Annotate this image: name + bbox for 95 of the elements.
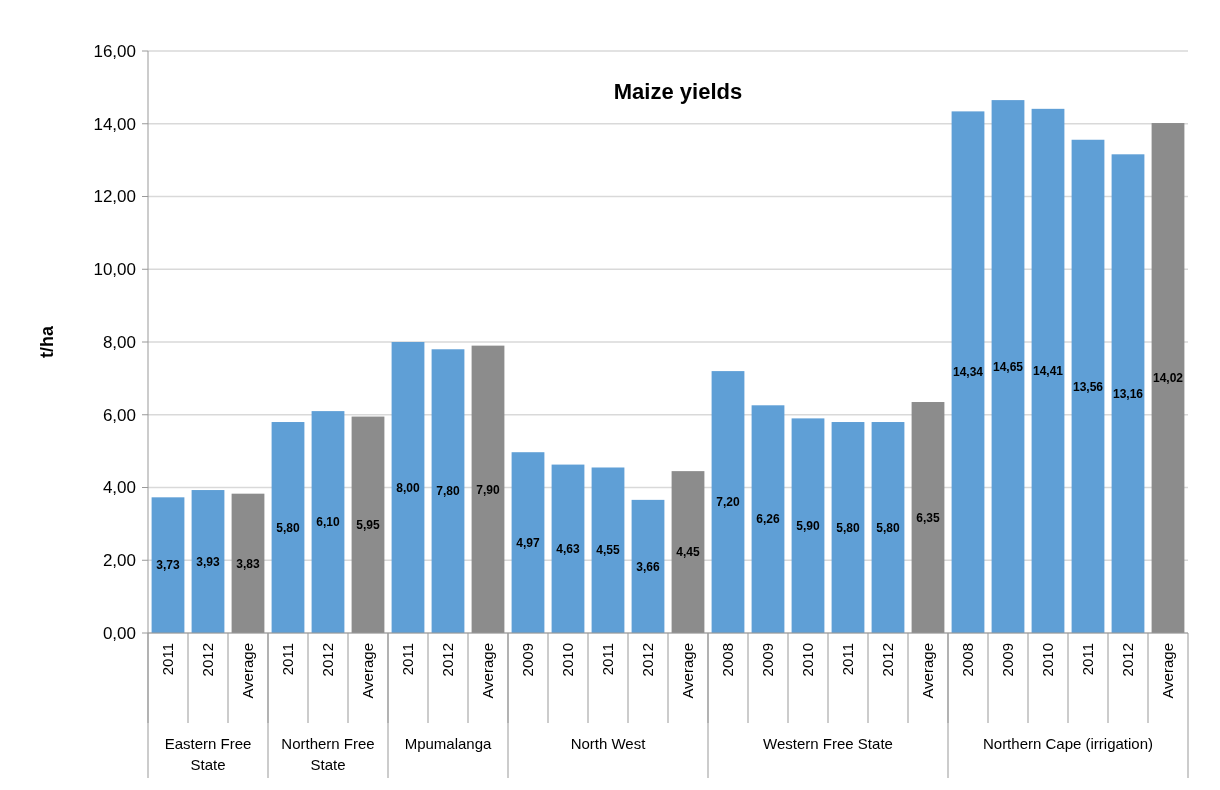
y-tick-label: 10,00 [93, 260, 136, 280]
data-label: 14,02 [1152, 371, 1184, 386]
bar [1111, 154, 1145, 633]
x-tick-label: 2008 [959, 643, 977, 677]
text: Maize yields [613, 79, 743, 104]
x-tick-label: 2009 [999, 643, 1017, 677]
bar [311, 411, 345, 633]
bar [1151, 123, 1185, 633]
bar [711, 371, 745, 633]
bar [271, 422, 305, 633]
y-tick-label: 4,00 [102, 478, 136, 498]
x-tick-label: Average [359, 643, 377, 699]
bar [1031, 108, 1065, 633]
bar [511, 452, 545, 633]
bar [231, 493, 265, 633]
bar [951, 111, 985, 633]
data-label: 3,73 [156, 558, 180, 573]
data-label: 6,10 [316, 515, 340, 530]
bar [631, 499, 665, 633]
y-tick-label: 8,00 [102, 332, 136, 352]
x-tick-label: Average [679, 643, 697, 699]
data-label: 14,65 [992, 359, 1024, 374]
data-label: 4,45 [676, 545, 700, 560]
bar [431, 349, 465, 633]
text: North West [570, 735, 647, 752]
x-tick-label: 2011 [599, 643, 617, 676]
x-tick-label: 2010 [1039, 643, 1057, 677]
bar [591, 467, 625, 633]
bar [151, 497, 185, 633]
x-tick-label: 2011 [279, 643, 297, 676]
bar [791, 418, 825, 633]
text: Northern Free State [281, 735, 375, 773]
x-tick-label: 2009 [759, 643, 777, 677]
data-label: 6,26 [756, 512, 780, 527]
data-label: 5,95 [356, 517, 380, 532]
x-tick-label: 2011 [1079, 643, 1097, 676]
bar [671, 471, 705, 633]
y-tick-label: 2,00 [102, 551, 136, 571]
data-label: 4,55 [596, 543, 620, 558]
data-label: 13,16 [1112, 386, 1144, 401]
data-label: 8,00 [396, 480, 420, 495]
bar [1071, 139, 1105, 633]
data-label: 5,80 [836, 520, 860, 535]
data-label: 5,90 [796, 518, 820, 533]
x-tick-label: 2012 [199, 643, 217, 677]
x-tick-label: 2012 [639, 643, 657, 677]
x-tick-label: 2012 [1119, 643, 1137, 677]
bar [351, 416, 385, 633]
x-tick-label: 2008 [719, 643, 737, 677]
x-tick-label: 2010 [799, 643, 817, 677]
text: Northern Cape (irrigation) [982, 735, 1154, 752]
y-axis-title: t/ha [37, 325, 57, 359]
data-label: 3,66 [636, 559, 660, 574]
x-tick-label: 2012 [439, 643, 457, 677]
bar [471, 345, 505, 633]
data-label: 7,20 [716, 495, 740, 510]
x-tick-label: 2009 [519, 643, 537, 677]
bar [191, 490, 225, 633]
y-tick-label: 14,00 [93, 114, 136, 134]
data-label: 6,35 [916, 510, 940, 525]
y-tick-label: 0,00 [102, 623, 136, 643]
bar [551, 464, 585, 633]
data-label: 4,97 [516, 535, 540, 550]
x-tick-label: 2011 [159, 643, 177, 676]
data-label: 5,80 [876, 520, 900, 535]
data-label: 7,80 [436, 484, 460, 499]
text: Western Free State [763, 735, 893, 752]
bar [751, 405, 785, 633]
data-label: 3,83 [236, 556, 260, 571]
data-label: 4,63 [556, 541, 580, 556]
x-tick-label: 2012 [319, 643, 337, 677]
bar [391, 342, 425, 633]
bar [991, 100, 1025, 633]
x-tick-label: 2011 [399, 643, 417, 676]
y-tick-label: 16,00 [93, 41, 136, 61]
bar [831, 422, 865, 633]
data-label: 5,80 [276, 520, 300, 535]
x-tick-label: Average [919, 643, 937, 699]
text: Eastern Free State [164, 735, 252, 773]
x-tick-label: 2012 [879, 643, 897, 677]
data-label: 14,41 [1032, 364, 1064, 379]
x-tick-label: 2010 [559, 643, 577, 677]
x-tick-label: Average [239, 643, 257, 699]
x-tick-label: Average [1159, 643, 1177, 699]
y-tick-label: 12,00 [93, 187, 136, 207]
x-tick-label: 2011 [839, 643, 857, 676]
data-label: 14,34 [952, 365, 984, 380]
data-label: 3,93 [196, 554, 220, 569]
y-tick-label: 6,00 [102, 405, 136, 425]
bar [911, 402, 945, 633]
bar [871, 422, 905, 633]
data-label: 13,56 [1072, 379, 1104, 394]
x-tick-label: Average [479, 643, 497, 699]
text: Mpumalanga [404, 735, 493, 752]
data-label: 7,90 [476, 482, 500, 497]
